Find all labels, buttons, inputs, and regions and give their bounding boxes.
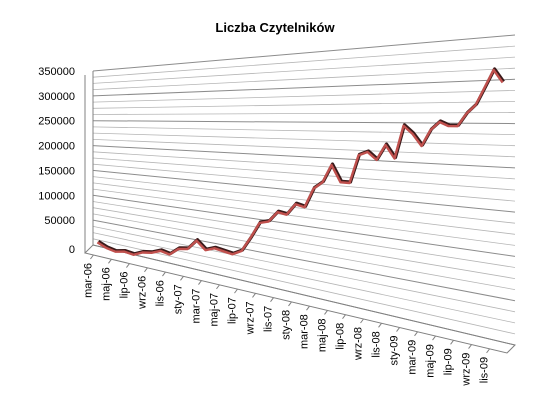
x-tick-mark xyxy=(361,319,364,323)
x-tick-label: wrz-07 xyxy=(245,301,257,335)
x-tick-mark xyxy=(252,293,255,297)
gridline xyxy=(93,208,515,279)
chart-title: Liczba Czytelników xyxy=(0,20,550,35)
x-tick-mark xyxy=(379,323,382,327)
y-tick-label: 250000 xyxy=(38,116,75,128)
x-tick-label: wrz-09 xyxy=(461,353,473,387)
x-tick-mark xyxy=(433,336,436,340)
gridline xyxy=(93,90,515,102)
gridline xyxy=(93,113,515,115)
gridline xyxy=(93,233,515,323)
x-tick-mark xyxy=(198,281,201,285)
x-tick-mark xyxy=(162,272,165,276)
x-tick-label: lip-06 xyxy=(119,272,131,299)
gridline xyxy=(93,146,515,168)
x-tick-label: maj-09 xyxy=(425,344,437,378)
x-tick-mark xyxy=(415,332,418,336)
x-tick-label: maj-07 xyxy=(209,293,221,327)
x-tick-mark xyxy=(343,315,346,319)
x-tick-mark xyxy=(451,340,454,344)
gridline xyxy=(93,158,515,190)
gridline xyxy=(93,152,515,179)
y-tick-label: 150000 xyxy=(38,165,75,177)
gridline xyxy=(93,57,515,83)
y-tick-label: 50000 xyxy=(44,215,75,227)
gridline xyxy=(93,68,515,89)
x-tick-mark xyxy=(397,328,400,332)
x-tick-mark xyxy=(325,310,328,314)
x-tick-label: mar-09 xyxy=(407,340,419,375)
x-tick-label: lis-07 xyxy=(263,306,275,332)
gridline xyxy=(93,127,515,135)
x-tick-mark xyxy=(90,255,93,259)
y-tick-label: 0 xyxy=(69,244,75,256)
x-tick-label: lip-07 xyxy=(227,297,239,324)
x-tick-label: lis-06 xyxy=(155,280,167,306)
gridline xyxy=(93,133,515,146)
x-tick-label: lip-08 xyxy=(335,323,347,350)
x-tick-mark xyxy=(144,268,147,272)
x-tick-mark xyxy=(270,298,273,302)
y-tick-label: 350000 xyxy=(38,66,75,78)
x-tick-label: wrz-08 xyxy=(353,327,365,361)
y-tick-label: 300000 xyxy=(38,91,75,103)
x-tick-label: wrz-06 xyxy=(137,276,149,310)
x-tick-label: maj-08 xyxy=(317,319,329,353)
gridline xyxy=(93,183,515,234)
gridline xyxy=(93,139,515,156)
y-tick-label: 200000 xyxy=(38,141,75,153)
gridline xyxy=(93,121,515,124)
x-tick-label: lip-09 xyxy=(443,348,455,375)
x-tick-mark xyxy=(234,289,237,293)
x-tick-mark xyxy=(469,345,472,349)
gridline xyxy=(93,46,515,77)
x-tick-label: mar-08 xyxy=(299,314,311,349)
x-tick-mark xyxy=(126,264,129,268)
x-tick-mark xyxy=(108,259,111,263)
gridline xyxy=(93,202,515,268)
gridline xyxy=(93,177,515,224)
x-tick-label: sty-09 xyxy=(389,336,401,366)
x-tick-mark xyxy=(487,349,490,353)
x-tick-label: sty-08 xyxy=(281,310,293,340)
x-tick-mark xyxy=(288,302,291,306)
x-tick-mark xyxy=(307,306,310,310)
x-tick-label: maj-06 xyxy=(100,267,112,301)
gridline xyxy=(93,189,515,245)
y-tick-labels: 0 50000 100000 150000 200000 250000 300000 3500… xyxy=(38,66,75,256)
x-tick-label: sty-07 xyxy=(173,284,185,314)
x-tick-label: lis-09 xyxy=(479,357,491,383)
x-tick-mark xyxy=(216,285,219,289)
x-tick-label: mar-06 xyxy=(82,263,94,298)
gridline xyxy=(93,79,515,96)
series-lines xyxy=(97,69,503,255)
gridline xyxy=(93,164,515,201)
gridline xyxy=(93,35,515,71)
series-line xyxy=(97,70,502,255)
gridline xyxy=(93,101,515,108)
x-tick-label: lis-08 xyxy=(371,331,383,357)
x-tick-mark xyxy=(180,276,183,280)
y-tick-label: 100000 xyxy=(38,190,75,202)
x-tick-label: mar-07 xyxy=(191,289,203,324)
